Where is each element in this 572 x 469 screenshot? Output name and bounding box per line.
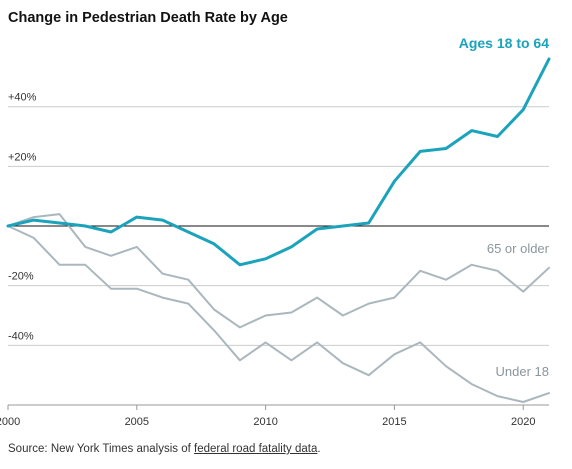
x-tick-label: 2015	[382, 416, 406, 428]
series-line-ages-18-to-64	[6, 57, 551, 267]
x-tick-label: 2000	[0, 416, 20, 428]
y-tick-label: +20%	[8, 151, 37, 163]
source-prefix: Source: New York Times analysis of	[8, 443, 194, 455]
x-tick-label: 2010	[253, 416, 277, 428]
series-line-under-18	[7, 225, 550, 403]
chart-title: Change in Pedestrian Death Rate by Age	[8, 10, 288, 26]
series-label: Under 18	[496, 364, 549, 379]
source-suffix: .	[317, 443, 321, 455]
x-tick-label: 2005	[125, 416, 149, 428]
source-link[interactable]: federal road fatality data	[194, 443, 318, 455]
series-label: Ages 18 to 64	[459, 35, 549, 51]
y-tick-label: +40%	[8, 92, 37, 104]
source-note: Source: New York Times analysis of feder…	[8, 443, 321, 455]
x-tick-label: 2020	[511, 416, 535, 428]
y-tick-label: -20%	[8, 271, 34, 283]
series-label: 65 or older	[487, 241, 550, 256]
series-line-65-or-older	[7, 213, 550, 329]
y-tick-label: -40%	[8, 330, 34, 342]
